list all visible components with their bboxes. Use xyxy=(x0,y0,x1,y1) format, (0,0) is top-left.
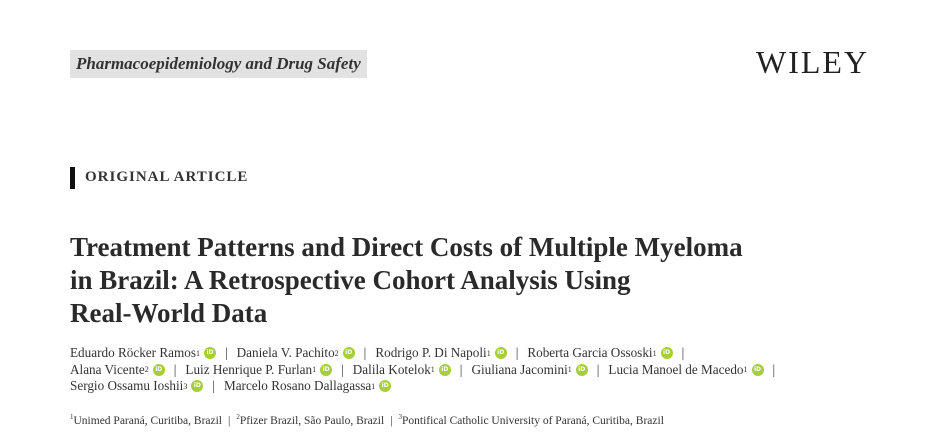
author-affiliation-number: 3 xyxy=(183,381,188,391)
orcid-icon[interactable]: iD xyxy=(438,363,451,376)
author-name[interactable]: Sergio Ossamu Ioshii xyxy=(70,378,184,393)
accent-bar xyxy=(70,167,75,189)
journal-name[interactable]: Pharmacoepidemiology and Drug Safety xyxy=(70,50,367,78)
separator: | xyxy=(515,345,519,360)
separator: | xyxy=(363,345,367,360)
author-affiliation-number: 1 xyxy=(430,365,435,374)
separator: | xyxy=(341,361,344,377)
author-name[interactable]: Marcelo Rosano Dallagassa xyxy=(223,378,372,393)
author-name[interactable]: Lucia Manoel de Macedo xyxy=(608,361,744,377)
author-line: Alana Vicente 2 iD | Luiz Henrique P. Furlan… xyxy=(70,362,784,378)
author-name[interactable]: Giuliana Jacomini xyxy=(471,361,568,377)
orcid-icon[interactable]: iD xyxy=(494,347,507,359)
author-affiliation-number: 1 xyxy=(486,348,491,358)
affiliations: 1Unimed Paraná, Curitiba, Brazil | 2Pfizer… xyxy=(70,413,664,427)
separator: | xyxy=(681,345,685,360)
author-affiliation-number: 1 xyxy=(312,365,317,374)
author-affiliation-number: 2 xyxy=(334,348,339,358)
separator: | xyxy=(224,345,228,360)
article-type: ORIGINAL ARTICLE xyxy=(85,169,249,185)
orcid-icon[interactable]: iD xyxy=(203,347,216,359)
author-affiliation-number: 1 xyxy=(652,348,657,358)
separator: | xyxy=(173,361,177,377)
orcid-icon[interactable]: iD xyxy=(575,363,588,376)
affiliation-text: Pontifical Catholic University of Paraná… xyxy=(402,414,664,427)
author-name[interactable]: Roberta Garcia Ossoski xyxy=(527,345,653,360)
author-name[interactable]: Daniela V. Pachito xyxy=(236,345,335,360)
affiliation-number: 3 xyxy=(398,413,403,421)
separator: | xyxy=(459,361,463,377)
orcid-icon[interactable]: iD xyxy=(379,380,392,392)
affiliation-text: Unimed Paraná, Curitiba, Brazil xyxy=(73,414,223,427)
separator: | xyxy=(212,378,215,393)
title-line: Real-World Data xyxy=(70,298,268,328)
affiliation-number: 1 xyxy=(70,413,74,421)
author-affiliation-number: 1 xyxy=(195,348,200,358)
author-name[interactable]: Luiz Henrique P. Furlan xyxy=(185,361,313,377)
orcid-icon[interactable]: iD xyxy=(191,380,204,392)
orcid-icon[interactable]: iD xyxy=(152,363,165,376)
author-affiliation-number: 1 xyxy=(567,365,572,374)
separator: | xyxy=(772,361,776,377)
author-affiliation-number: 2 xyxy=(144,365,149,374)
orcid-icon[interactable]: iD xyxy=(342,347,355,359)
publisher-logo[interactable]: WILEY xyxy=(756,44,870,80)
author-name[interactable]: Alana Vicente xyxy=(70,361,145,377)
orcid-icon[interactable]: iD xyxy=(751,363,764,376)
title-line: Treatment Patterns and Direct Costs of M… xyxy=(70,232,743,262)
author-line: Eduardo Röcker Ramos 1 iD | Daniela V. Pachi… xyxy=(70,345,693,361)
author-affiliation-number: 1 xyxy=(743,365,748,374)
orcid-icon[interactable]: iD xyxy=(320,363,333,376)
author-affiliation-number: 1 xyxy=(371,381,376,391)
separator: | xyxy=(390,414,393,427)
author-line: Sergio Ossamu Ioshii 3 iD | Marcelo Rosano D… xyxy=(70,378,392,394)
separator: | xyxy=(596,361,600,377)
separator: | xyxy=(228,414,231,427)
author-name[interactable]: Rodrigo P. Di Napoli xyxy=(375,345,487,360)
affiliation-text: Pfizer Brazil, São Paulo, Brazil xyxy=(239,414,385,427)
title-line: in Brazil: A Retrospective Cohort Analys… xyxy=(70,265,631,295)
affiliation-number: 2 xyxy=(236,413,240,421)
author-name[interactable]: Dalila Kotelok xyxy=(352,361,431,377)
author-name[interactable]: Eduardo Röcker Ramos xyxy=(70,345,196,360)
orcid-icon[interactable]: iD xyxy=(660,347,673,359)
